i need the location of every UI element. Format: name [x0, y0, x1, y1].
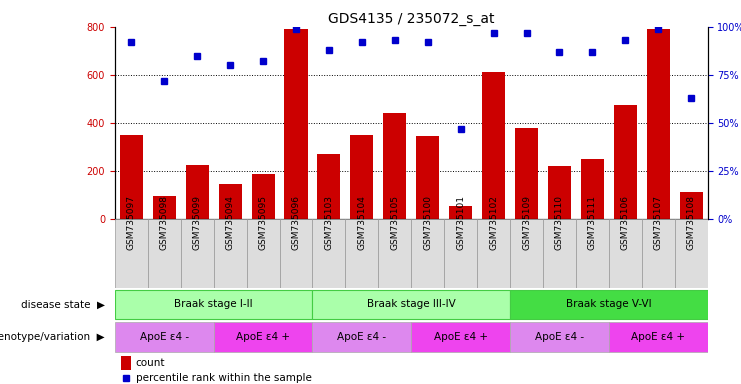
Bar — [147, 219, 181, 288]
Bar — [115, 322, 213, 352]
Text: ApoE ε4 +: ApoE ε4 + — [631, 332, 685, 342]
Bar — [679, 192, 702, 219]
Text: genotype/variation  ▶: genotype/variation ▶ — [0, 332, 105, 342]
Text: GSM735099: GSM735099 — [193, 195, 202, 250]
Bar — [219, 184, 242, 219]
Bar — [477, 219, 510, 288]
Text: Braak stage I-II: Braak stage I-II — [174, 299, 253, 310]
Text: disease state  ▶: disease state ▶ — [21, 299, 105, 310]
Bar — [285, 29, 308, 219]
Bar — [120, 135, 143, 219]
Bar — [675, 219, 708, 288]
Bar — [213, 322, 313, 352]
Text: GSM735098: GSM735098 — [160, 195, 169, 250]
Bar — [581, 159, 604, 219]
Bar — [317, 154, 340, 219]
Text: GSM735106: GSM735106 — [621, 195, 630, 250]
Bar — [411, 322, 510, 352]
Bar — [416, 136, 439, 219]
Bar — [181, 219, 213, 288]
Text: ApoE ε4 -: ApoE ε4 - — [140, 332, 189, 342]
Text: ApoE ε4 +: ApoE ε4 + — [236, 332, 290, 342]
Bar — [213, 219, 247, 288]
Bar — [313, 322, 411, 352]
Bar — [115, 219, 147, 288]
Bar — [350, 135, 373, 219]
Bar — [251, 174, 275, 219]
Bar — [313, 219, 345, 288]
Text: ApoE ε4 -: ApoE ε4 - — [535, 332, 584, 342]
Bar — [515, 127, 538, 219]
Bar — [345, 219, 379, 288]
Bar — [543, 219, 576, 288]
Bar — [379, 219, 411, 288]
Bar — [609, 322, 708, 352]
Text: GSM735094: GSM735094 — [225, 195, 235, 250]
Text: GSM735100: GSM735100 — [423, 195, 432, 250]
Bar — [279, 219, 313, 288]
Bar — [115, 290, 313, 319]
Bar — [411, 219, 444, 288]
Bar — [482, 73, 505, 219]
Text: GSM735102: GSM735102 — [489, 195, 498, 250]
Text: ApoE ε4 -: ApoE ε4 - — [337, 332, 386, 342]
Bar — [313, 290, 510, 319]
Text: GSM735096: GSM735096 — [291, 195, 301, 250]
Bar — [186, 165, 209, 219]
Text: GSM735107: GSM735107 — [654, 195, 662, 250]
Text: GSM735105: GSM735105 — [391, 195, 399, 250]
Bar — [614, 105, 637, 219]
Text: Braak stage III-IV: Braak stage III-IV — [367, 299, 456, 310]
Text: GSM735104: GSM735104 — [357, 195, 366, 250]
Bar — [576, 219, 609, 288]
Bar — [642, 219, 675, 288]
Bar — [449, 206, 472, 219]
Bar — [383, 113, 406, 219]
Bar — [609, 219, 642, 288]
Text: Braak stage V-VI: Braak stage V-VI — [566, 299, 651, 310]
Text: GSM735097: GSM735097 — [127, 195, 136, 250]
Bar — [548, 166, 571, 219]
Text: GSM735095: GSM735095 — [259, 195, 268, 250]
Bar — [647, 29, 670, 219]
Bar — [510, 290, 708, 319]
Bar — [510, 219, 543, 288]
Bar — [247, 219, 279, 288]
Bar — [510, 322, 609, 352]
Text: GSM735111: GSM735111 — [588, 195, 597, 250]
Text: GSM735103: GSM735103 — [325, 195, 333, 250]
Title: GDS4135 / 235072_s_at: GDS4135 / 235072_s_at — [328, 12, 494, 26]
Text: GSM735108: GSM735108 — [687, 195, 696, 250]
Text: GSM735110: GSM735110 — [555, 195, 564, 250]
Bar — [444, 219, 477, 288]
Text: count: count — [136, 358, 165, 368]
Text: GSM735109: GSM735109 — [522, 195, 531, 250]
Text: ApoE ε4 +: ApoE ε4 + — [433, 332, 488, 342]
Text: percentile rank within the sample: percentile rank within the sample — [136, 373, 311, 383]
Bar — [121, 356, 131, 370]
Bar — [153, 196, 176, 219]
Text: GSM735101: GSM735101 — [456, 195, 465, 250]
